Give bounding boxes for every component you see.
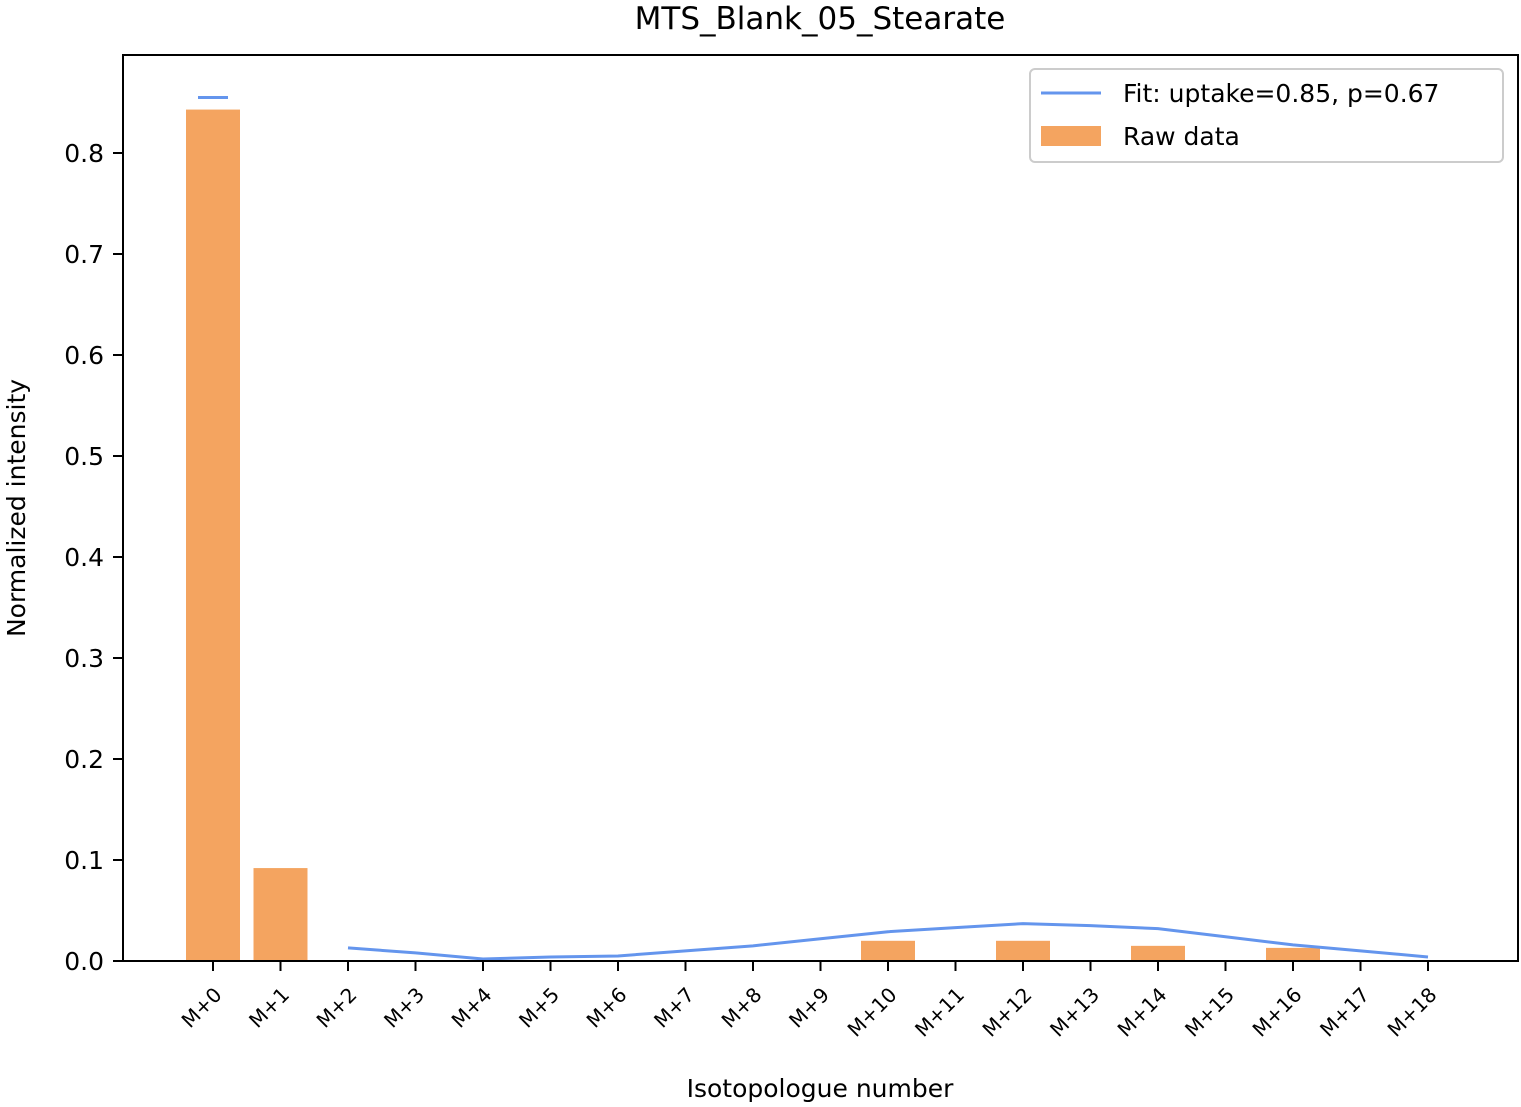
- chart-title: MTS_Blank_05_Stearate: [635, 1, 1006, 37]
- x-tick-label: M+9: [784, 983, 834, 1033]
- x-tick-label: M+10: [843, 983, 902, 1042]
- fit-line: [347, 922, 1429, 961]
- y-tick-label: 0.3: [64, 644, 104, 673]
- y-tick-label: 0.2: [64, 745, 104, 774]
- legend-raw-label: Raw data: [1123, 122, 1240, 151]
- y-tick-label: 0.4: [64, 543, 104, 572]
- x-tick-label: M+2: [312, 983, 362, 1033]
- x-axis-label: Isotopologue number: [687, 1074, 955, 1103]
- x-tick-label: M+6: [582, 983, 632, 1033]
- x-tick-label: M+7: [649, 983, 699, 1033]
- bar-mplus-12: [996, 940, 1050, 961]
- x-tick-label: M+13: [1045, 983, 1104, 1042]
- y-tick-label: 0.1: [64, 846, 104, 875]
- bar-mplus-0: [186, 109, 240, 961]
- bar-mplus-10: [861, 940, 915, 961]
- x-tick-label: M+18: [1383, 983, 1442, 1042]
- x-tick-label: M+12: [978, 983, 1037, 1042]
- y-tick-label: 0.0: [64, 947, 104, 976]
- legend-frame: [1029, 68, 1504, 163]
- legend-raw-swatch: [1041, 126, 1101, 146]
- x-tick-label: M+0: [177, 983, 227, 1033]
- plot-area: [186, 95, 1429, 961]
- x-tick-label: M+16: [1248, 983, 1307, 1042]
- legend-fit-label: Fit: uptake=0.85, p=0.67: [1123, 79, 1439, 108]
- x-tick-label: M+4: [447, 983, 497, 1033]
- x-axis: M+0 M+1 M+2 M+3 M+4 M+5 M+6 M+7 M+8 M+9 M+10 M+11 M+…: [177, 961, 1442, 1042]
- y-axis-label: Normalized intensity: [2, 379, 31, 637]
- y-tick-label: 0.7: [64, 240, 104, 269]
- bar-mplus-16: [1266, 947, 1320, 961]
- x-tick-label: M+14: [1113, 983, 1172, 1042]
- x-tick-label: M+1: [244, 983, 294, 1033]
- x-tick-label: M+17: [1315, 983, 1374, 1042]
- bar-mplus-1: [253, 868, 308, 961]
- plot-frame: [122, 54, 1519, 962]
- y-tick-label: 0.5: [64, 442, 104, 471]
- x-tick-label: M+8: [717, 983, 767, 1033]
- legend: Fit: uptake=0.85, p=0.67 Raw data: [1029, 68, 1504, 163]
- y-tick-label: 0.6: [64, 341, 104, 370]
- x-tick-label: M+5: [514, 983, 564, 1033]
- x-tick-label: M+3: [379, 983, 429, 1033]
- bar-mplus-14: [1131, 945, 1185, 961]
- x-tick-label: M+15: [1180, 983, 1239, 1042]
- y-tick-label: 0.8: [64, 139, 104, 168]
- y-axis: 0.0 0.1 0.2 0.3 0.4 0.5 0.6 0.7 0.8: [64, 139, 123, 976]
- x-tick-label: M+11: [910, 983, 969, 1042]
